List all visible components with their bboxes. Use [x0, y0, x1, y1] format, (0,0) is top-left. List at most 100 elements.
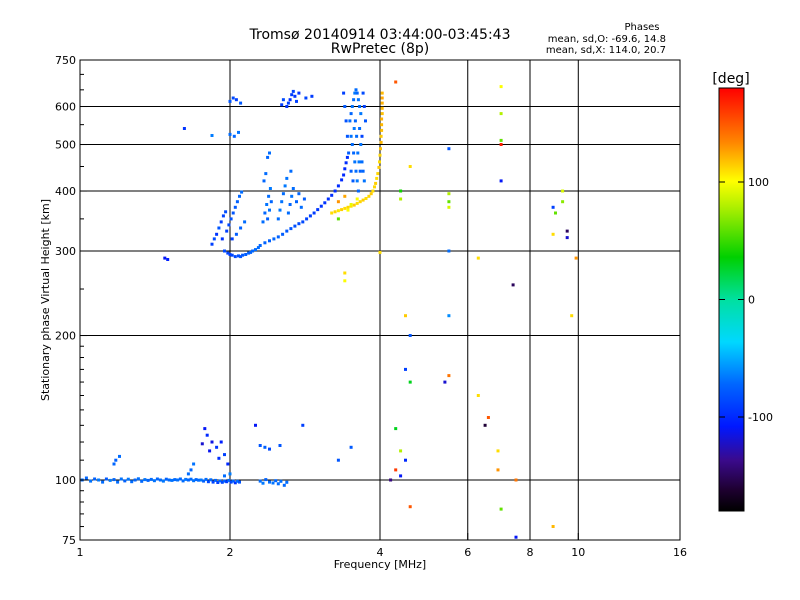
- echo-point: [155, 477, 159, 481]
- echo-point: [379, 134, 383, 138]
- echo-point: [408, 165, 412, 168]
- echo-point: [266, 155, 270, 159]
- echo-point: [93, 477, 97, 481]
- echo-point: [551, 525, 555, 528]
- echo-point: [199, 478, 203, 482]
- echo-point: [499, 138, 503, 142]
- echo-point: [206, 480, 210, 484]
- echo-point: [394, 468, 398, 472]
- echo-point: [97, 478, 101, 482]
- echo-point: [212, 237, 216, 241]
- echo-point: [285, 105, 289, 108]
- echo-point: [496, 449, 500, 453]
- echo-point: [158, 478, 162, 482]
- echo-point: [565, 236, 569, 240]
- echo-point: [215, 232, 219, 236]
- echo-point: [551, 232, 555, 236]
- echo-point: [283, 184, 287, 188]
- echo-point: [280, 200, 284, 204]
- echo-point: [258, 244, 262, 247]
- echo-point: [351, 179, 355, 183]
- echo-point: [216, 481, 220, 484]
- echo-point: [330, 193, 334, 197]
- echo-point: [310, 94, 314, 98]
- echo-point: [323, 201, 327, 205]
- echo-point: [476, 256, 480, 260]
- echo-point: [278, 208, 282, 212]
- echo-point: [230, 237, 234, 241]
- echo-point: [268, 447, 271, 451]
- echo-point: [152, 479, 156, 483]
- echo-point: [346, 205, 350, 209]
- stats-x-mode: mean, sd,X: 114.0, 20.7: [546, 45, 666, 56]
- echo-point: [231, 96, 235, 100]
- echo-point: [203, 427, 207, 431]
- echo-point: [301, 220, 305, 224]
- echo-point: [371, 189, 375, 193]
- echo-point: [276, 235, 280, 239]
- grid-lines: [80, 60, 680, 540]
- echo-point: [299, 205, 303, 209]
- echo-point: [499, 507, 503, 511]
- echo-point: [355, 179, 359, 183]
- echo-point: [375, 176, 379, 180]
- echo-point: [272, 237, 276, 241]
- echo-point: [295, 200, 298, 204]
- x-tick-label: 10: [571, 546, 585, 559]
- echo-point: [399, 189, 403, 193]
- echo-point: [369, 192, 373, 196]
- echo-point: [316, 208, 320, 212]
- echo-point: [130, 480, 134, 484]
- echo-point: [280, 103, 284, 107]
- echo-point: [136, 477, 140, 481]
- colorbar-ticks: 100 0 -100: [719, 176, 773, 424]
- echo-point: [279, 479, 283, 483]
- echo-point: [261, 220, 265, 224]
- echo-point: [345, 134, 349, 138]
- echo-point: [399, 474, 403, 478]
- echo-point: [312, 211, 316, 215]
- stats-o-mode: mean, sd,O: -69.6, 14.8: [548, 34, 666, 45]
- echo-point: [258, 444, 262, 447]
- echo-point: [116, 480, 120, 484]
- echo-point: [235, 200, 239, 204]
- echo-point: [184, 477, 188, 481]
- echo-point: [447, 314, 451, 318]
- echo-point: [357, 160, 361, 164]
- echo-point: [399, 197, 403, 201]
- echo-point: [225, 229, 229, 233]
- echo-point: [217, 226, 221, 230]
- echo-point: [364, 119, 367, 123]
- echo-point: [349, 134, 353, 138]
- echo-point: [353, 160, 357, 164]
- echo-point: [304, 96, 308, 100]
- x-tick-label: 2: [227, 546, 234, 559]
- echo-point: [379, 140, 383, 144]
- echo-point: [215, 445, 219, 449]
- echo-point: [379, 147, 382, 151]
- echo-point: [204, 477, 208, 481]
- echo-point: [394, 80, 398, 84]
- echo-point: [361, 198, 365, 202]
- echo-point: [408, 380, 412, 384]
- echo-point: [360, 134, 364, 138]
- echo-point: [209, 478, 213, 482]
- echo-point: [140, 479, 144, 483]
- y-tick-label: 300: [55, 245, 76, 258]
- echo-point: [447, 200, 451, 204]
- echo-point: [373, 185, 376, 189]
- echo-point: [281, 192, 285, 196]
- echo-point: [355, 134, 359, 138]
- echo-point: [173, 478, 177, 482]
- echo-point: [343, 206, 347, 210]
- echo-point: [268, 480, 271, 484]
- echo-point: [336, 458, 340, 462]
- chart-subtitle: RwPretec (8p): [331, 41, 429, 57]
- echo-point: [149, 477, 153, 481]
- echo-point: [358, 169, 362, 173]
- echo-point: [251, 249, 255, 253]
- echo-point: [297, 91, 301, 95]
- echo-point: [378, 160, 381, 164]
- echo-point: [234, 98, 238, 102]
- echo-point: [302, 197, 306, 201]
